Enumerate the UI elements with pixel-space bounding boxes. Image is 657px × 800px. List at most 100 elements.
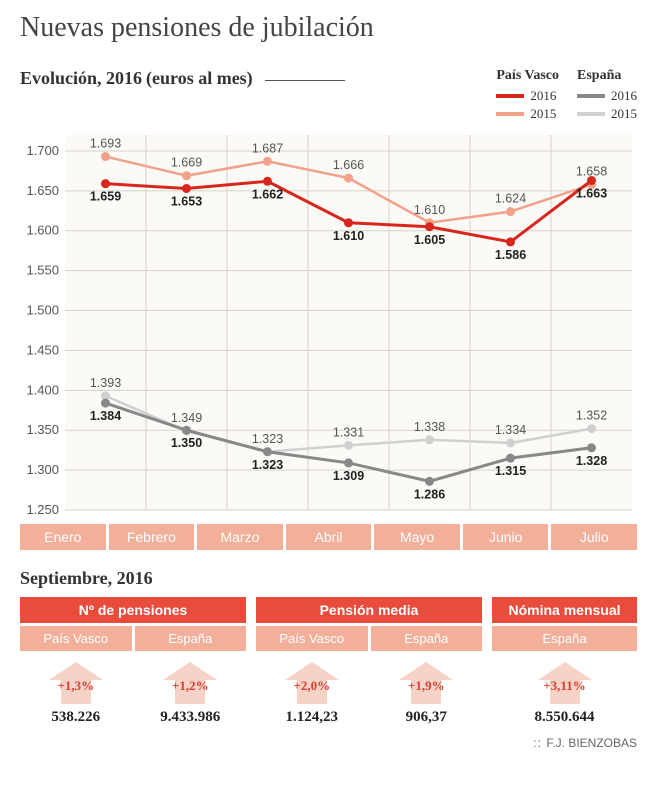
svg-text:1.250: 1.250 bbox=[26, 502, 59, 517]
values-row: 8.550.644 bbox=[492, 709, 637, 726]
svg-text:1.450: 1.450 bbox=[26, 342, 59, 357]
month-cell: Mayo bbox=[374, 524, 460, 550]
svg-text:1.323: 1.323 bbox=[252, 432, 283, 446]
value-cell: 9.433.986 bbox=[135, 709, 247, 726]
legend-label-es-2016: 2016 bbox=[611, 88, 637, 104]
sept-blocks: Nº de pensionesPaís VascoEspaña+1,3%+1,2… bbox=[20, 597, 637, 726]
arrow-pct: +3,11% bbox=[492, 678, 637, 694]
svg-text:1.331: 1.331 bbox=[333, 425, 364, 439]
svg-text:1.328: 1.328 bbox=[576, 454, 607, 468]
svg-text:1.669: 1.669 bbox=[171, 156, 202, 170]
svg-text:1.550: 1.550 bbox=[26, 263, 59, 278]
legend-header-es: España bbox=[577, 68, 637, 84]
sub-cell: País Vasco bbox=[20, 626, 132, 651]
sub-row: País VascoEspaña bbox=[256, 626, 482, 651]
month-cell: Febrero bbox=[109, 524, 195, 550]
svg-text:1.658: 1.658 bbox=[576, 164, 607, 178]
svg-text:1.309: 1.309 bbox=[333, 469, 364, 483]
svg-text:1.393: 1.393 bbox=[90, 376, 121, 390]
legend-swatch-pv-2016 bbox=[496, 94, 524, 98]
value-cell: 8.550.644 bbox=[492, 709, 637, 726]
legend-header-pv: País Vasco bbox=[496, 68, 559, 84]
arrow-pct: +1,9% bbox=[371, 678, 483, 694]
values-row: 538.2269.433.986 bbox=[20, 709, 246, 726]
page-title: Nuevas pensiones de jubilación bbox=[20, 12, 637, 44]
svg-text:1.350: 1.350 bbox=[26, 422, 59, 437]
month-cell: Junio bbox=[463, 524, 549, 550]
legend-pv-2015: 2015 bbox=[496, 106, 559, 122]
arrow-pct: +1,3% bbox=[20, 678, 132, 694]
svg-text:1.662: 1.662 bbox=[252, 187, 283, 201]
line-chart: 1.250 1.300 1.350 1.400 1.450 1.500 1.550 1.600… bbox=[20, 130, 637, 520]
sub-row: España bbox=[492, 626, 637, 651]
months-row: EneroFebreroMarzoAbrilMayoJunioJulio bbox=[20, 524, 637, 550]
legend-es-2015: 2015 bbox=[577, 106, 637, 122]
month-cell: Marzo bbox=[197, 524, 283, 550]
chart-svg: 1.250 1.300 1.350 1.400 1.450 1.500 1.550 1.600… bbox=[20, 130, 637, 520]
svg-text:1.352: 1.352 bbox=[576, 409, 607, 423]
legend-label-pv-2016: 2016 bbox=[530, 88, 556, 104]
svg-text:1.693: 1.693 bbox=[90, 137, 121, 151]
svg-text:1.400: 1.400 bbox=[26, 382, 59, 397]
svg-text:1.300: 1.300 bbox=[26, 462, 59, 477]
legend-pv-2016: 2016 bbox=[496, 88, 559, 104]
svg-text:1.315: 1.315 bbox=[495, 464, 526, 478]
svg-text:1.650: 1.650 bbox=[26, 183, 59, 198]
sub-row: País VascoEspaña bbox=[20, 626, 246, 651]
value-cell: 906,37 bbox=[371, 709, 483, 726]
credit-dots: :: bbox=[533, 736, 546, 750]
sept-block: Pensión mediaPaís VascoEspaña+2,0%+1,9%1… bbox=[256, 597, 482, 726]
sub-cell: España bbox=[371, 626, 483, 651]
legend-label-es-2015: 2015 bbox=[611, 106, 637, 122]
legend-col-es: España 2016 2015 bbox=[577, 68, 637, 122]
credit-name: F.J. BIENZOBAS bbox=[546, 736, 637, 750]
block-header: Nº de pensiones bbox=[20, 597, 246, 623]
legend-label-pv-2015: 2015 bbox=[530, 106, 556, 122]
sept-block: Nº de pensiones País VascoEspaña +1,3%+1,2… bbox=[20, 597, 246, 726]
subtitle-rule bbox=[265, 80, 345, 81]
block-header: Pensión media bbox=[256, 597, 482, 623]
svg-text:1.687: 1.687 bbox=[252, 141, 283, 155]
legend-swatch-pv-2015 bbox=[496, 112, 524, 116]
sept-block: Nómina mensual España +3,11% 8.550.644 bbox=[492, 597, 637, 726]
svg-text:1.605: 1.605 bbox=[414, 233, 445, 247]
legend-swatch-es-2015 bbox=[577, 112, 605, 116]
arrow-pct: +2,0% bbox=[256, 678, 368, 694]
sub-cell: España bbox=[492, 626, 637, 651]
svg-text:1.323: 1.323 bbox=[252, 458, 283, 472]
svg-text:1.624: 1.624 bbox=[495, 192, 526, 206]
legend-swatch-es-2016 bbox=[577, 94, 605, 98]
subtitle-unit: (euros al mes) bbox=[146, 68, 253, 88]
legend-es-2016: 2016 bbox=[577, 88, 637, 104]
svg-text:1.384: 1.384 bbox=[90, 409, 121, 423]
arrow-pct: +1,2% bbox=[135, 678, 247, 694]
svg-text:1.700: 1.700 bbox=[26, 143, 59, 158]
month-cell: Enero bbox=[20, 524, 106, 550]
svg-text:1.610: 1.610 bbox=[414, 203, 445, 217]
svg-text:1.659: 1.659 bbox=[90, 190, 121, 204]
block-header: Nómina mensual bbox=[492, 597, 637, 623]
values-row: 1.124,23906,37 bbox=[256, 709, 482, 726]
value-cell: 1.124,23 bbox=[256, 709, 368, 726]
svg-text:1.350: 1.350 bbox=[171, 436, 202, 450]
svg-text:1.334: 1.334 bbox=[495, 423, 526, 437]
subtitle: Evolución, 2016 (euros al mes) bbox=[20, 68, 345, 89]
svg-text:1.586: 1.586 bbox=[495, 248, 526, 262]
subtitle-main: Evolución, 2016 bbox=[20, 68, 142, 88]
svg-text:1.500: 1.500 bbox=[26, 303, 59, 318]
sept-title: Septiembre, 2016 bbox=[20, 568, 637, 589]
value-cell: 538.226 bbox=[20, 709, 132, 726]
svg-text:1.600: 1.600 bbox=[26, 223, 59, 238]
sub-cell: España bbox=[135, 626, 247, 651]
svg-text:1.610: 1.610 bbox=[333, 229, 364, 243]
credit: :: F.J. BIENZOBAS bbox=[20, 736, 637, 750]
legend-col-pv: País Vasco 2016 2015 bbox=[496, 68, 559, 122]
subtitle-row: Evolución, 2016 (euros al mes) País Vasc… bbox=[20, 68, 637, 122]
svg-text:1.286: 1.286 bbox=[414, 487, 445, 501]
svg-text:1.349: 1.349 bbox=[171, 411, 202, 425]
svg-text:1.663: 1.663 bbox=[576, 186, 607, 200]
sub-cell: País Vasco bbox=[256, 626, 368, 651]
month-cell: Julio bbox=[551, 524, 637, 550]
legend: País Vasco 2016 2015 España 2016 2015 bbox=[496, 68, 637, 122]
svg-text:1.338: 1.338 bbox=[414, 420, 445, 434]
